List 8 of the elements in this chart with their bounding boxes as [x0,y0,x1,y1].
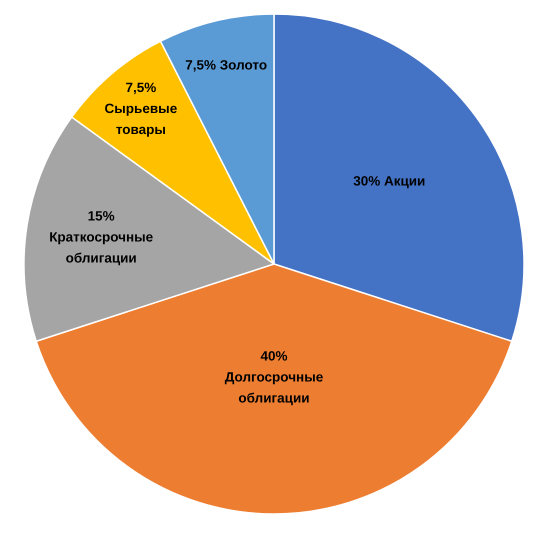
slice-label: Долгосрочные облигации [224,369,324,405]
data-label: 7,5% [125,80,156,95]
data-label: 15% [88,208,115,224]
slice-label: Краткосрочные облигации [49,229,154,266]
data-label: 40% [260,348,288,363]
slice-label: 30% Акции [353,172,426,188]
slice-label: 7,5% Золото [185,57,268,72]
slice-label: Сырьевые товары [104,100,178,137]
